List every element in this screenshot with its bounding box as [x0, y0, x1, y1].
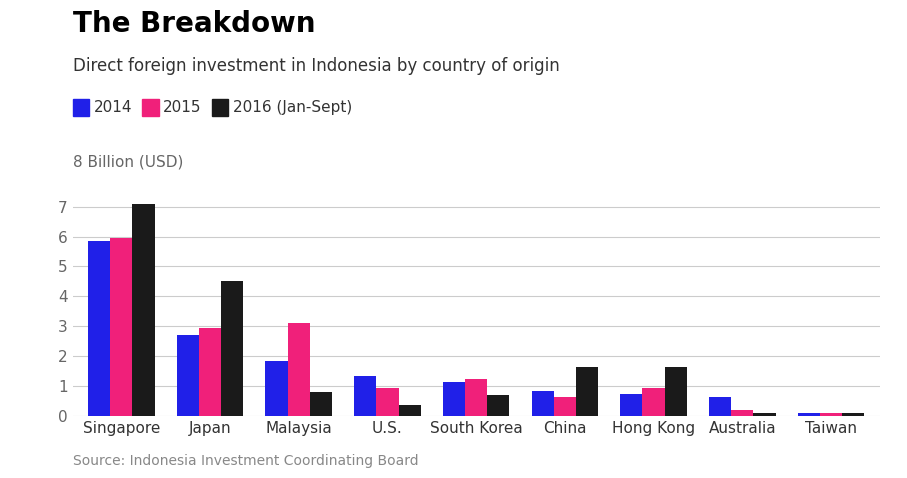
Bar — [709, 397, 731, 416]
Bar — [288, 323, 310, 416]
Bar — [376, 388, 398, 416]
Bar — [199, 328, 221, 416]
Text: Source: Indonesia Investment Coordinating Board: Source: Indonesia Investment Coordinatin… — [73, 455, 418, 468]
Bar — [754, 413, 775, 416]
Bar — [443, 382, 465, 416]
Bar — [731, 411, 754, 416]
Text: Direct foreign investment in Indonesia by country of origin: Direct foreign investment in Indonesia b… — [73, 57, 560, 76]
Bar — [398, 405, 421, 416]
Bar — [310, 392, 332, 416]
Bar — [798, 413, 820, 416]
Bar — [177, 335, 199, 416]
Bar — [554, 397, 576, 416]
Bar — [465, 379, 487, 416]
Bar — [355, 376, 376, 416]
Text: 8 Billion (USD): 8 Billion (USD) — [73, 155, 183, 170]
Bar — [88, 241, 111, 416]
Text: 2015: 2015 — [163, 100, 201, 115]
Bar — [620, 394, 642, 416]
Text: The Breakdown: The Breakdown — [73, 10, 315, 38]
Bar — [132, 204, 154, 416]
Bar — [221, 281, 243, 416]
Bar — [266, 361, 288, 416]
Text: 2014: 2014 — [93, 100, 132, 115]
Bar — [111, 239, 132, 416]
Bar — [642, 388, 665, 416]
Bar — [576, 368, 598, 416]
Bar — [842, 413, 864, 416]
Bar — [487, 395, 510, 416]
Bar — [665, 368, 687, 416]
Bar — [532, 391, 554, 416]
Bar — [820, 413, 842, 416]
Text: 2016 (Jan-Sept): 2016 (Jan-Sept) — [233, 100, 352, 115]
